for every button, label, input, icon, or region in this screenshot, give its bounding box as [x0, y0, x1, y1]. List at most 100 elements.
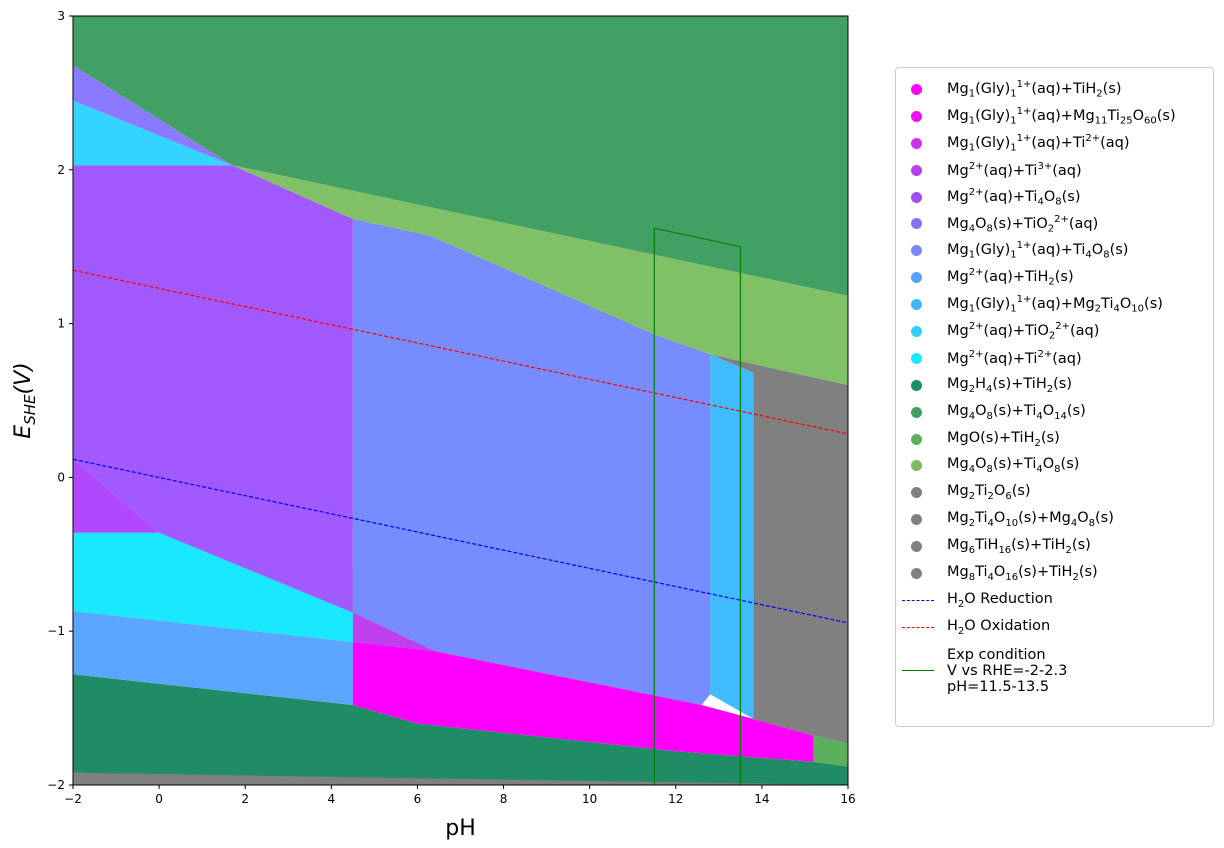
legend-marker — [911, 352, 922, 364]
legend-label: H2O Oxidation — [947, 617, 1051, 637]
legend-label: Mg1(Gly)11+(aq)+Ti4O8(s) — [947, 240, 1129, 262]
legend-label: Exp condition V vs RHE=-2-2.3 pH=11.5-13.5 — [947, 646, 1068, 695]
series-line-2 — [653, 227, 742, 785]
x-tick-label: 16 — [840, 792, 855, 806]
legend-item: Mg6TiH16(s)+TiH2(s) — [896, 533, 1213, 560]
legend-marker — [911, 245, 922, 257]
legend-label: Mg2H4(s)+TiH2(s) — [947, 375, 1072, 395]
legend-line-item: H2O Reduction — [896, 587, 1213, 614]
y-tick-label: −2 — [47, 778, 65, 792]
phase-region-7 — [73, 65, 233, 166]
legend-label: Mg4O8(s)+Ti4O14(s) — [947, 402, 1086, 422]
phase-region-13 — [710, 354, 754, 719]
legend-label: Mg4O8(s)+Ti4O8(s) — [947, 456, 1080, 476]
legend-line-marker — [902, 670, 934, 672]
legend-line-marker — [902, 626, 934, 628]
legend-item: Mg1(Gly)11+(aq)+Mg2Ti4O10(s) — [896, 291, 1213, 318]
legend-line-item: H2O Oxidation — [896, 614, 1213, 641]
phase-region-2 — [73, 611, 353, 705]
legend-marker — [911, 325, 922, 337]
legend-item: Mg4O8(s)+Ti4O8(s) — [896, 452, 1213, 479]
legend-marker — [911, 110, 922, 122]
legend-item: Mg2+(aq)+TiH2(s) — [896, 264, 1213, 291]
legend-marker — [911, 83, 922, 95]
legend-item: Mg4O8(s)+TiO22+(aq) — [896, 210, 1213, 237]
legend-marker — [911, 272, 922, 284]
legend-item: Mg2Ti4O10(s)+Mg4O8(s) — [896, 506, 1213, 533]
series-lines — [73, 227, 848, 785]
legend-item: Mg2+(aq)+Ti3+(aq) — [896, 157, 1213, 184]
x-tick-label: 12 — [668, 792, 683, 806]
phase-region-11 — [352, 612, 435, 652]
legend-label: Mg1(Gly)11+(aq)+Ti2+(aq) — [947, 132, 1130, 154]
y-axis-title-main: E — [11, 425, 36, 439]
legend-marker — [911, 164, 922, 176]
legend-label: Mg4O8(s)+TiO22+(aq) — [947, 213, 1099, 235]
legend-item: Mg4O8(s)+Ti4O14(s) — [896, 399, 1213, 426]
legend-marker — [911, 514, 922, 526]
phase-region-9 — [232, 165, 848, 386]
legend-item: Mg2+(aq)+Ti4O8(s) — [896, 184, 1213, 211]
legend-marker — [911, 379, 922, 391]
y-axis-title-sub: SHE — [21, 394, 39, 425]
x-tick-label: 0 — [155, 792, 163, 806]
legend: Mg1(Gly)11+(aq)+TiH2(s) Mg1(Gly)11+(aq)+M… — [895, 67, 1214, 727]
legend-item: Mg2Ti2O6(s) — [896, 479, 1213, 506]
x-tick-label: 10 — [582, 792, 597, 806]
y-axis-title-suffix: (V) — [11, 362, 36, 394]
y-tick-label: −1 — [47, 624, 65, 638]
y-tick-label: 1 — [57, 317, 65, 331]
legend-item: Mg1(Gly)11+(aq)+TiH2(s) — [896, 76, 1213, 103]
x-tick-label: 14 — [754, 792, 769, 806]
phase-region-15 — [813, 735, 848, 767]
phase-regions — [73, 16, 848, 785]
legend-label: Mg8Ti4O16(s)+TiH2(s) — [947, 564, 1098, 583]
legend-label: Mg1(Gly)11+(aq)+TiH2(s) — [947, 79, 1122, 100]
legend-label: Mg2Ti4O10(s)+Mg4O8(s) — [947, 510, 1114, 530]
legend-label: Mg2+(aq)+TiO22+(aq) — [947, 321, 1100, 342]
legend-label: Mg2+(aq)+Ti4O8(s) — [947, 186, 1081, 208]
x-tick-label: 8 — [500, 792, 508, 806]
legend-item: Mg2H4(s)+TiH2(s) — [896, 372, 1213, 399]
legend-label: MgO(s)+TiH2(s) — [947, 429, 1060, 449]
legend-label: Mg2+(aq)+TiH2(s) — [947, 267, 1074, 289]
series-line-0 — [73, 458, 848, 624]
legend-label: Mg2+(aq)+Ti2+(aq) — [947, 349, 1082, 368]
legend-item: Mg2+(aq)+Ti2+(aq) — [896, 345, 1213, 372]
plot-frame — [72, 15, 849, 786]
phase-region-4 — [73, 458, 160, 533]
legend-marker — [911, 299, 922, 311]
legend-marker — [911, 460, 922, 472]
legend-line-marker — [902, 599, 934, 601]
legend-item: Mg8Ti4O16(s)+TiH2(s) — [896, 560, 1213, 587]
y-axis-ticks: −2 −1 0 1 2 3 — [47, 9, 73, 792]
phase-region-3 — [73, 532, 353, 642]
legend-item: Mg2+(aq)+TiO22+(aq) — [896, 318, 1213, 345]
x-axis-title: pH — [445, 816, 476, 841]
legend-label: H2O Reduction — [947, 590, 1053, 610]
legend-label: Mg1(Gly)11+(aq)+Mg2Ti4O10(s) — [947, 294, 1163, 315]
y-axis-title: ESHE(V) — [11, 362, 39, 438]
legend-item: MgO(s)+TiH2(s) — [896, 426, 1213, 453]
legend-marker — [911, 137, 922, 149]
legend-label: Mg2Ti2O6(s) — [947, 483, 1031, 503]
legend-marker — [911, 433, 922, 445]
x-tick-label: 6 — [414, 792, 422, 806]
y-tick-label: 2 — [57, 163, 65, 177]
legend-marker — [911, 191, 922, 203]
phase-region-5 — [73, 165, 353, 613]
legend-marker — [911, 541, 922, 553]
x-tick-label: 4 — [328, 792, 336, 806]
legend-marker — [911, 218, 922, 230]
phase-region-8 — [73, 16, 848, 296]
phase-region-10 — [352, 219, 711, 705]
legend-label: Mg1(Gly)11+(aq)+Mg11Ti25O60(s) — [947, 105, 1176, 127]
x-axis-ticks: −2 0 2 4 6 8 10 12 14 16 — [64, 785, 856, 806]
legend-marker — [911, 487, 922, 499]
legend-marker — [911, 406, 922, 418]
phase-region-12 — [352, 642, 814, 762]
y-tick-label: 0 — [57, 470, 65, 484]
legend-item: Mg1(Gly)11+(aq)+Ti4O8(s) — [896, 237, 1213, 264]
legend-line-item: Exp condition V vs RHE=-2-2.3 pH=11.5-13.5 — [896, 641, 1213, 701]
